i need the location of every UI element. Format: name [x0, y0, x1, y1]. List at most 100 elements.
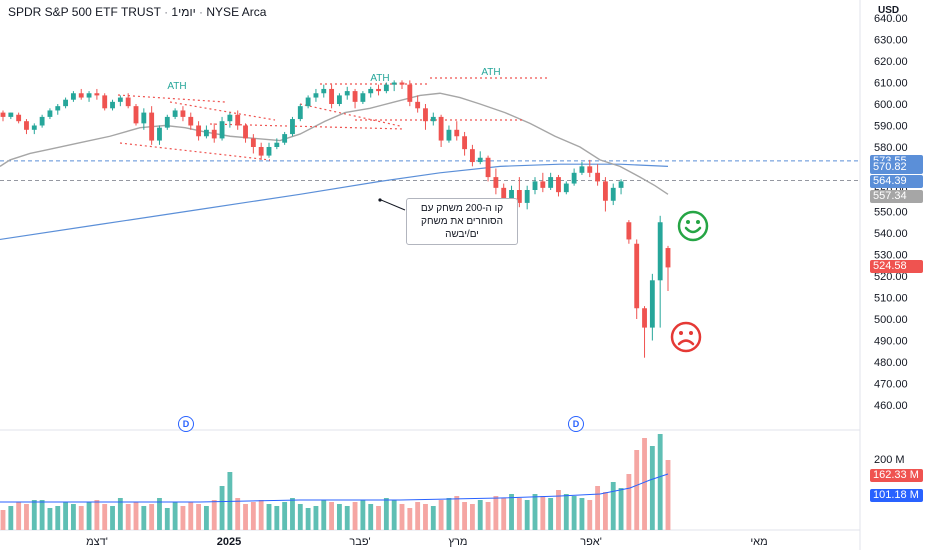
candle-body: [321, 88, 327, 94]
annotation-arrow: [380, 199, 406, 211]
candle-body: [313, 93, 319, 98]
price-tick-label: 620.00: [874, 56, 908, 68]
trend-line-drawing: [299, 103, 401, 127]
candle-body: [110, 101, 115, 109]
candle-body: [172, 110, 178, 117]
volume-bar: [78, 506, 84, 530]
volume-bar: [39, 500, 45, 530]
symbol-name: SPDR S&P 500 ETF TRUST: [8, 5, 161, 19]
volume-bar: [642, 438, 647, 530]
candle-body: [634, 243, 640, 309]
volume-bar: [610, 482, 616, 530]
candle-body: [164, 116, 170, 128]
candle-body: [462, 136, 468, 150]
volume-scale-badge: 101.18 M: [870, 489, 923, 502]
candle-body: [55, 106, 61, 111]
time-axis-label: מרץ: [449, 536, 468, 548]
candle-body: [258, 147, 264, 156]
volume-bar: [8, 506, 14, 530]
candle-body: [571, 172, 577, 184]
candle-body: [477, 157, 483, 163]
candle-body: [501, 187, 507, 199]
price-tick-label: 520.00: [874, 271, 908, 283]
candle-body: [618, 181, 624, 188]
chart-annotation[interactable]: קו ה-200 משחק עם הסוחרים את משחק ים/יבשה: [406, 198, 518, 245]
volume-bar: [133, 502, 139, 530]
candle-body: [180, 110, 186, 117]
volume-bar: [509, 494, 514, 530]
volume-bar: [493, 496, 499, 530]
volume-bar: [117, 498, 123, 530]
candle-body: [117, 97, 123, 102]
price-tick-label: 480.00: [874, 357, 908, 369]
candle-body: [305, 97, 311, 107]
price-tick-label: 600.00: [874, 99, 908, 111]
candle-body: [133, 106, 139, 124]
time-axis-label: 2025: [217, 536, 241, 548]
candle-body: [344, 91, 350, 96]
volume-bar: [196, 504, 202, 530]
candle-body: [391, 82, 397, 85]
volume-bar: [391, 500, 397, 530]
volume-bar: [540, 496, 546, 530]
candle-body: [188, 116, 194, 126]
candle-body: [235, 114, 241, 126]
currency-label[interactable]: USD: [878, 5, 900, 16]
exchange-label: NYSE Arca: [206, 5, 267, 19]
ath-label: ATH: [481, 67, 500, 78]
volume-bar: [243, 504, 248, 530]
candle-body: [657, 222, 663, 281]
candle-body: [446, 129, 452, 141]
volume-bar: [532, 494, 538, 530]
candle-body: [649, 280, 655, 328]
candle-body: [274, 142, 280, 147]
ath-label: ATH: [370, 73, 389, 84]
dividend-marker[interactable]: D: [178, 416, 194, 432]
volume-bar: [297, 504, 303, 530]
volume-bar: [634, 450, 640, 530]
volume-bar: [329, 502, 335, 530]
candle-body: [24, 121, 29, 130]
candle-body: [266, 147, 272, 156]
volume-bar: [595, 486, 601, 530]
price-tick-label: 590.00: [874, 121, 908, 133]
volume-scale-badge: 162.33 M: [870, 469, 923, 482]
volume-bar: [266, 504, 272, 530]
volume-bar: [235, 498, 241, 530]
candle-body: [430, 116, 436, 122]
candle-body: [587, 166, 593, 173]
candle-body: [485, 157, 491, 178]
candle-body: [47, 110, 53, 117]
volume-bar: [602, 492, 608, 530]
price-scale-badge: 570.82: [870, 160, 923, 174]
price-tick-label: 510.00: [874, 293, 908, 305]
candle-body: [548, 177, 554, 188]
candle-body: [516, 190, 522, 203]
volume-bar: [485, 502, 491, 530]
candle-body: [610, 187, 616, 201]
candle-body: [70, 93, 76, 100]
dividend-marker[interactable]: D: [568, 416, 584, 432]
volume-bar: [180, 506, 186, 530]
candle-body: [86, 93, 92, 98]
interval-label[interactable]: 1יומי: [171, 5, 196, 19]
candle-body: [78, 93, 84, 98]
candle-body: [0, 112, 6, 117]
volume-bar: [219, 486, 225, 530]
time-axis-label: מאי: [750, 536, 767, 548]
annotation-arrow-tip: [378, 198, 382, 202]
volume-bar: [321, 500, 327, 530]
candle-body: [665, 248, 671, 268]
title-separator: ·: [164, 5, 169, 19]
price-tick-label: 490.00: [874, 336, 908, 348]
candle-body: [141, 112, 147, 124]
price-tick-label: 470.00: [874, 379, 908, 391]
volume-bar: [618, 488, 624, 530]
volume-bar: [203, 506, 209, 530]
time-axis-label: דצמ': [86, 536, 108, 548]
ath-label: ATH: [167, 81, 186, 92]
volume-bar: [102, 504, 108, 530]
volume-bar: [110, 506, 115, 530]
candle-body: [282, 134, 288, 143]
